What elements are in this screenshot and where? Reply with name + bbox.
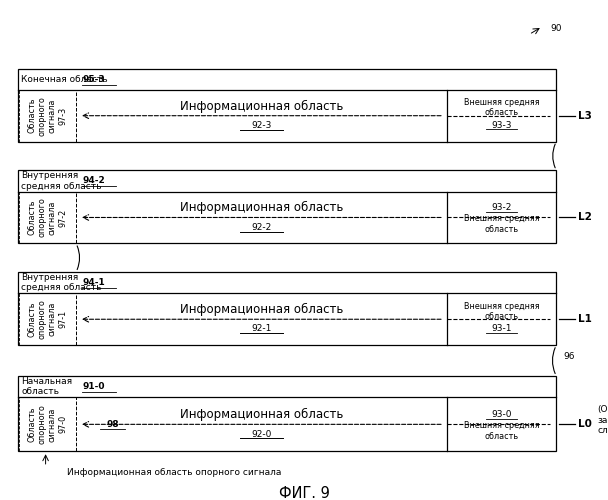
Text: L2: L2 [578,212,592,222]
Text: 93-2: 93-2 [491,203,512,212]
Text: L1: L1 [578,314,592,324]
Text: 90: 90 [550,24,562,34]
Bar [18,272,556,345]
Bar [18,376,556,452]
Text: Информационная область опорного сигнала: Информационная область опорного сигнала [67,468,282,477]
Text: 94-1: 94-1 [82,278,105,287]
Text: Область
опорного
сигнала
97-1: Область опорного сигнала 97-1 [27,300,67,339]
Text: 94-2: 94-2 [82,176,105,186]
Text: Информационная область: Информационная область [180,201,343,214]
Text: 92-2: 92-2 [251,222,272,232]
Text: L0: L0 [578,420,592,430]
Text: Внешняя средняя
область: Внешняя средняя область [464,98,539,117]
Text: Внутренняя
средняя область: Внутренняя средняя область [21,172,102,190]
Text: 93-3: 93-3 [491,121,512,130]
Text: 95-3: 95-3 [82,74,105,84]
Text: Внешняя средняя
область: Внешняя средняя область [464,302,539,321]
Bar [18,170,556,244]
Text: L3: L3 [578,110,592,120]
Text: 92-3: 92-3 [251,121,272,130]
Text: 96: 96 [564,352,575,360]
Text: 92-0: 92-0 [251,430,272,438]
Text: ФИГ. 9: ФИГ. 9 [278,486,330,500]
Text: Информационная область: Информационная область [180,100,343,112]
Text: 93-0: 93-0 [491,410,512,419]
Text: Конечная область: Конечная область [21,74,108,84]
Bar [18,68,556,142]
Text: Информационная область: Информационная область [180,303,343,316]
Text: Внешняя средняя
область: Внешняя средняя область [464,422,539,440]
Text: (Опорный
записывающий
слой): (Опорный записывающий слой) [598,405,608,435]
Text: Область
опорного
сигнала
97-3: Область опорного сигнала 97-3 [27,96,67,136]
Text: Начальная
область: Начальная область [21,377,72,396]
Text: Область
опорного
сигнала
97-0: Область опорного сигнала 97-0 [27,404,67,444]
Text: Внешняя средняя
область: Внешняя средняя область [464,214,539,234]
Text: Информационная область: Информационная область [180,408,343,421]
Text: 93-1: 93-1 [491,324,512,334]
Text: 98: 98 [106,420,119,429]
Text: 91-0: 91-0 [82,382,105,391]
Text: 92-1: 92-1 [251,324,272,334]
Text: Область
опорного
сигнала
97-2: Область опорного сигнала 97-2 [27,198,67,237]
Text: Внутренняя
средняя область: Внутренняя средняя область [21,273,102,292]
